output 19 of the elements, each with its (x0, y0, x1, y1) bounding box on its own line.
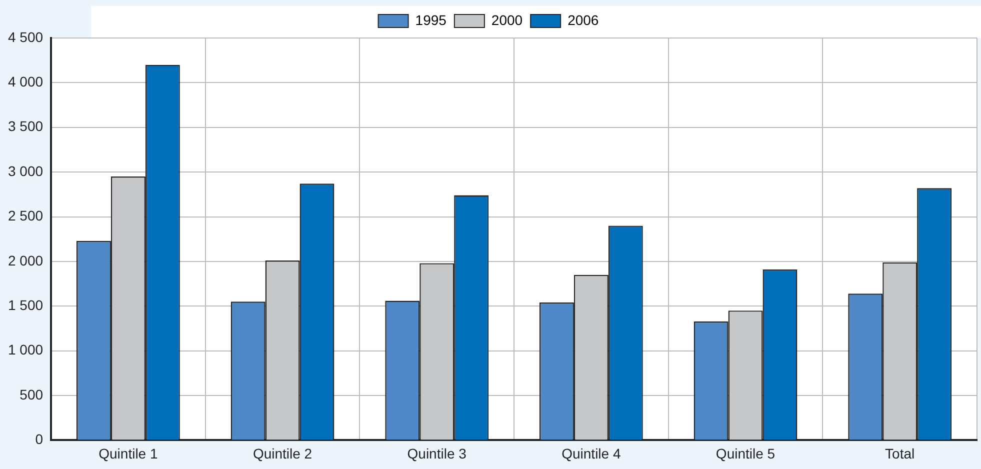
x-tick-label: Quintile 3 (407, 445, 467, 462)
y-tick-label: 2 500 (8, 208, 44, 224)
x-tick-label: Quintile 2 (252, 445, 312, 462)
x-tick-label: Quintile 1 (98, 445, 158, 462)
x-tick-label: Quintile 5 (716, 445, 776, 462)
y-tick-label: 3 000 (8, 162, 44, 179)
y-tick-label: 4 500 (8, 28, 44, 45)
y-tick-label: 2 000 (8, 252, 44, 268)
legend-label: 2006 (568, 12, 599, 28)
y-tick-label: 1 500 (8, 296, 44, 313)
y-tick-label: 3 500 (8, 118, 44, 134)
y-tick-label: 4 000 (8, 74, 44, 90)
y-tick-label: 500 (20, 386, 44, 402)
y-tick-label: 0 (35, 431, 44, 448)
legend-label: 2000 (491, 12, 523, 28)
x-tick-label: Quintile 4 (562, 445, 621, 462)
legend-label: 1995 (415, 12, 447, 28)
x-tick-label: Total (885, 445, 915, 462)
y-tick-label: 1 000 (8, 342, 44, 358)
